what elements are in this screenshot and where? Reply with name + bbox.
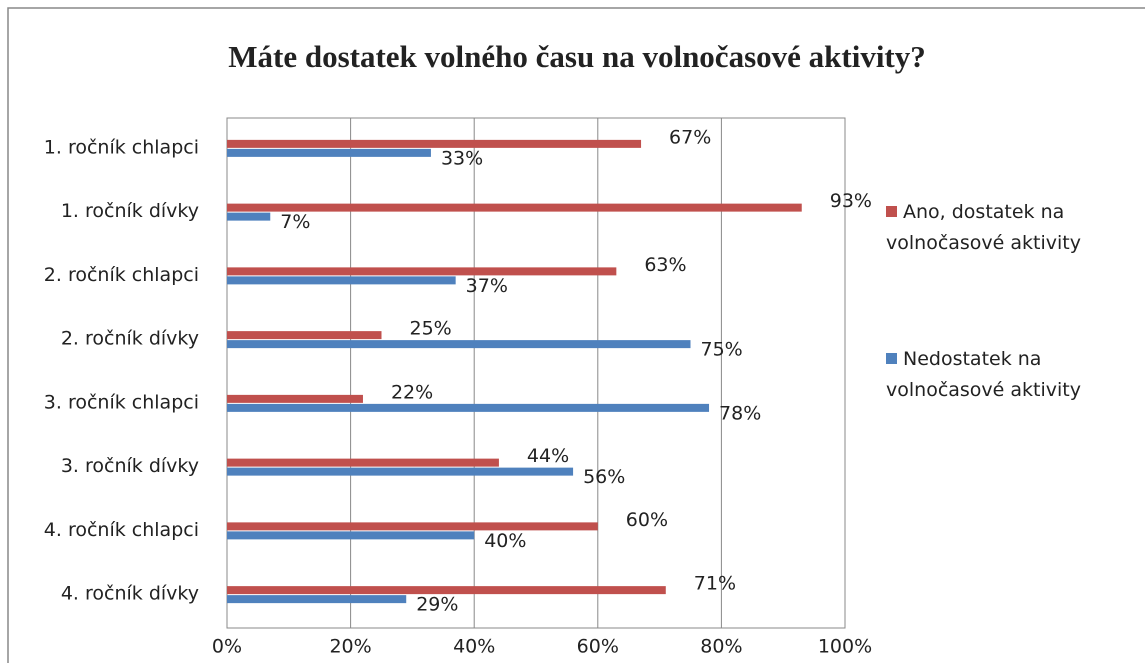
y-tick-label: 2. ročník dívky xyxy=(61,328,199,350)
data-label: 71% xyxy=(694,573,736,595)
legend-swatch xyxy=(886,353,897,364)
bar xyxy=(227,467,574,476)
chart-title: Máte dostatek volného času na volnočasov… xyxy=(228,39,926,74)
data-label: 56% xyxy=(583,466,625,488)
bar xyxy=(227,522,598,531)
data-label: 7% xyxy=(280,211,310,233)
y-tick-label: 4. ročník chlapci xyxy=(44,519,199,541)
data-label: 25% xyxy=(410,318,452,340)
bar xyxy=(227,276,456,285)
y-tick-label: 3. ročník dívky xyxy=(61,455,199,477)
data-label: 78% xyxy=(719,402,761,424)
x-tick-label: 80% xyxy=(700,636,742,658)
data-label: 40% xyxy=(484,530,526,552)
data-label: 63% xyxy=(644,254,686,276)
bar xyxy=(227,331,382,340)
legend-label: Ano, dostatek na volnočasové aktivity xyxy=(886,201,1081,254)
x-tick-label: 100% xyxy=(818,636,872,658)
bar xyxy=(227,267,617,276)
y-tick-label: 1. ročník dívky xyxy=(61,200,199,222)
bar xyxy=(227,458,499,467)
data-label: 67% xyxy=(669,126,711,148)
legend-item: Nedostatek na volnočasové aktivity xyxy=(886,344,1136,406)
bar xyxy=(227,586,666,595)
bar xyxy=(227,148,431,157)
x-tick-label: 0% xyxy=(212,636,242,658)
data-label: 75% xyxy=(701,339,743,361)
data-label: 37% xyxy=(466,275,508,297)
bar xyxy=(227,394,363,403)
bar xyxy=(227,340,691,349)
y-tick-label: 3. ročník chlapci xyxy=(44,391,199,413)
plot-area xyxy=(226,117,846,629)
data-label: 60% xyxy=(626,509,668,531)
data-label: 29% xyxy=(416,594,458,616)
y-tick-label: 4. ročník dívky xyxy=(61,583,199,605)
data-label: 93% xyxy=(830,190,872,212)
x-tick-label: 60% xyxy=(577,636,619,658)
y-tick-label: 2. ročník chlapci xyxy=(44,264,199,286)
data-label: 44% xyxy=(527,445,569,467)
bar xyxy=(227,403,710,412)
legend-item: Ano, dostatek na volnočasové aktivity xyxy=(886,197,1136,259)
bar xyxy=(227,212,271,221)
x-tick-label: 20% xyxy=(329,636,371,658)
bar xyxy=(227,595,407,604)
legend-label: Nedostatek na volnočasové aktivity xyxy=(886,348,1081,401)
x-tick-label: 40% xyxy=(453,636,495,658)
bar xyxy=(227,531,475,540)
data-label: 22% xyxy=(391,381,433,403)
bar xyxy=(227,139,642,148)
y-tick-label: 1. ročník chlapci xyxy=(44,136,199,158)
chart-frame xyxy=(7,7,1145,663)
bar xyxy=(227,203,802,212)
legend-swatch xyxy=(886,206,897,217)
data-label: 33% xyxy=(441,147,483,169)
